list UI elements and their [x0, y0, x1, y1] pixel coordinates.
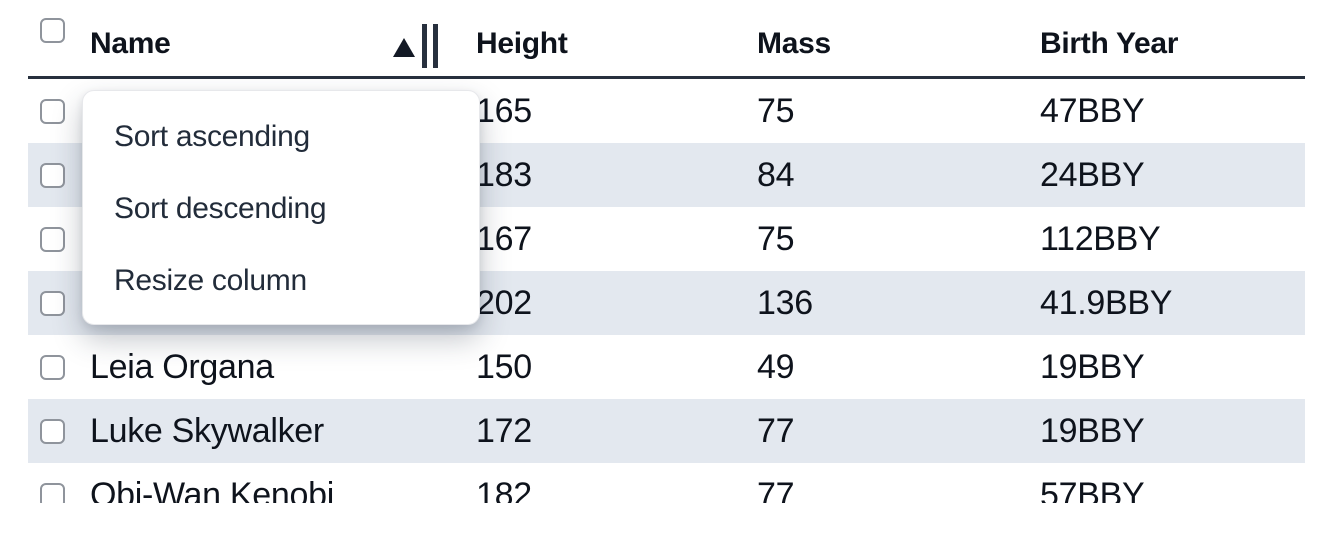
row-select-cell — [28, 418, 78, 444]
row-checkbox[interactable] — [40, 162, 65, 188]
table-row: Luke Skywalker 172 77 19BBY — [28, 399, 1305, 463]
cell-birth-year: 19BBY — [1040, 347, 1145, 386]
column-header-birth-year-label: Birth Year — [1040, 27, 1179, 60]
cell-height: 182 — [476, 475, 532, 504]
table-header-row: Name Height Mass Birth Year — [28, 0, 1305, 79]
row-select-cell — [28, 482, 78, 503]
column-header-mass-label: Mass — [757, 27, 831, 60]
row-checkbox[interactable] — [40, 418, 65, 444]
table-row: Obi-Wan Kenobi 182 77 57BBY — [28, 463, 1305, 503]
cell-height: 167 — [476, 219, 532, 258]
row-select-cell — [28, 162, 78, 188]
column-header-height[interactable]: Height — [464, 0, 745, 76]
cell-height: 202 — [476, 283, 532, 322]
column-header-mass[interactable]: Mass — [745, 0, 1028, 76]
menu-item-sort-ascending[interactable]: Sort ascending — [114, 120, 310, 153]
row-checkbox[interactable] — [40, 482, 65, 503]
column-resize-handle-icon[interactable] — [422, 24, 438, 68]
select-all-cell — [28, 0, 78, 76]
cell-birth-year: 41.9BBY — [1040, 283, 1173, 322]
cell-mass: 77 — [757, 411, 795, 450]
cell-name: Leia Organa — [90, 347, 274, 386]
row-checkbox[interactable] — [40, 290, 65, 316]
cell-name: Obi-Wan Kenobi — [90, 475, 334, 504]
cell-birth-year: 112BBY — [1040, 219, 1161, 258]
column-header-birth-year[interactable]: Birth Year — [1028, 0, 1305, 76]
cell-mass: 75 — [757, 219, 795, 258]
cell-height: 150 — [476, 347, 532, 386]
menu-item-sort-descending[interactable]: Sort descending — [114, 192, 327, 225]
cell-birth-year: 19BBY — [1040, 411, 1145, 450]
select-all-checkbox[interactable] — [40, 18, 65, 43]
cell-mass: 84 — [757, 155, 795, 194]
cell-height: 165 — [476, 91, 532, 130]
row-select-cell — [28, 290, 78, 316]
row-select-cell — [28, 226, 78, 252]
menu-item-resize-column[interactable]: Resize column — [114, 264, 307, 297]
row-select-cell — [28, 354, 78, 380]
cell-birth-year: 57BBY — [1040, 475, 1145, 504]
column-header-height-label: Height — [476, 27, 568, 60]
row-checkbox[interactable] — [40, 354, 65, 380]
column-context-menu: Sort ascending Sort descending Resize co… — [82, 90, 480, 325]
cell-name: Luke Skywalker — [90, 411, 324, 450]
cell-birth-year: 24BBY — [1040, 155, 1145, 194]
cell-height: 172 — [476, 411, 532, 450]
cell-height: 183 — [476, 155, 532, 194]
cell-mass: 75 — [757, 91, 795, 130]
table-row: Leia Organa 150 49 19BBY — [28, 335, 1305, 399]
column-header-name-label: Name — [90, 27, 171, 60]
sort-ascending-icon — [393, 38, 415, 57]
row-checkbox[interactable] — [40, 226, 65, 252]
column-header-name[interactable]: Name — [78, 0, 464, 76]
cell-mass: 136 — [757, 283, 813, 322]
row-select-cell — [28, 98, 78, 124]
cell-mass: 77 — [757, 475, 795, 504]
cell-mass: 49 — [757, 347, 795, 386]
row-checkbox[interactable] — [40, 98, 65, 124]
cell-birth-year: 47BBY — [1040, 91, 1145, 130]
